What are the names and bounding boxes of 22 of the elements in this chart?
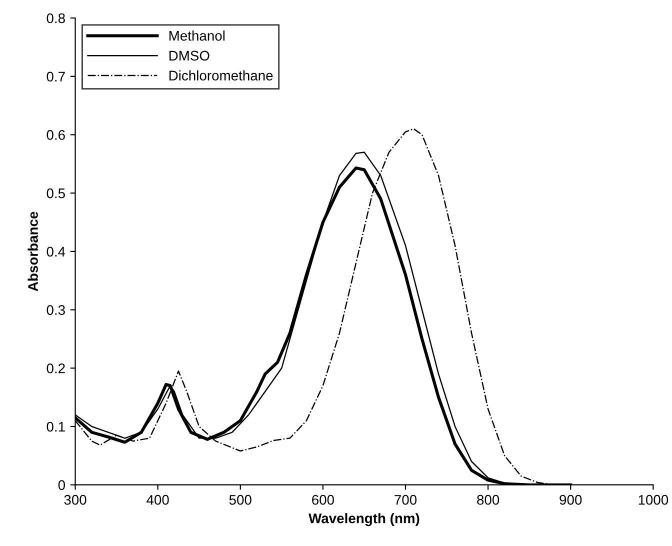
y-tick-label: 0.3: [46, 305, 65, 315]
y-tick-label: 0.2: [46, 363, 65, 374]
y-tick-label: 0.4: [46, 246, 66, 257]
y-tick-label: 0.1: [46, 422, 65, 432]
x-tick-label: 300: [64, 494, 86, 505]
legend-label: Dichloromethane: [169, 70, 273, 81]
x-tick-label: 700: [394, 494, 417, 505]
legend-label: Methanol: [169, 30, 225, 41]
x-tick-label: 900: [560, 494, 582, 505]
y-tick-label: 0.8: [46, 13, 65, 24]
y-axis-title: Absorbance: [28, 212, 38, 292]
x-axis-title: Wavelength (nm): [308, 513, 420, 526]
x-tick-label: 1000: [638, 494, 668, 505]
y-tick-label: 0.5: [46, 188, 65, 198]
y-tick-label: 0.6: [46, 130, 65, 140]
legend-label: DMSO: [169, 50, 210, 61]
y-tick-label: 0.7: [46, 72, 65, 82]
x-tick-label: 800: [477, 494, 500, 505]
x-tick-label: 600: [312, 494, 334, 505]
x-tick-label: 400: [146, 494, 169, 505]
y-tick-label: 0: [58, 480, 65, 490]
x-tick-label: 500: [229, 494, 252, 505]
